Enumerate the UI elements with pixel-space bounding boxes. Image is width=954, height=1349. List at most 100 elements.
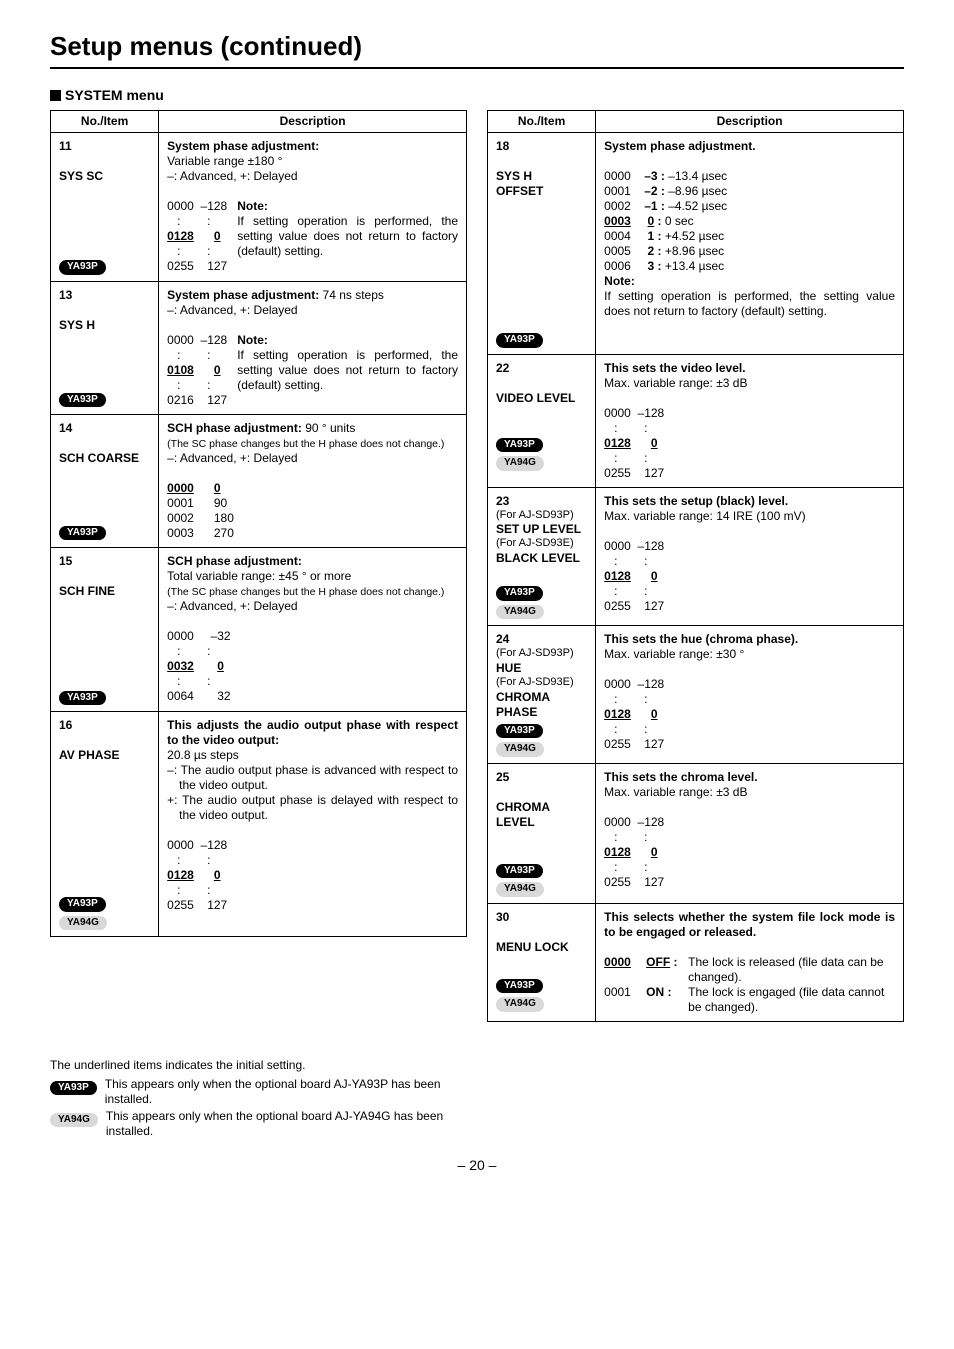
item-number: 14 xyxy=(59,421,150,436)
note-title: Note: xyxy=(237,333,268,347)
desc-bullet: +: The audio output phase is delayed wit… xyxy=(167,793,458,823)
value-table: 0000 –128 : : 0128 0 : : 0255 127 xyxy=(604,539,664,614)
table-row: 15 SCH FINE YA93P SCH phase adjustment: … xyxy=(51,547,467,712)
value-table: 0000 –32 : : 0032 0 : : 0064 32 xyxy=(167,629,230,704)
item-name: SYS SC xyxy=(59,169,150,184)
desc-title: SCH phase adjustment: xyxy=(167,421,302,435)
ya93p-badge: YA93P xyxy=(59,526,106,541)
item-number: 16 xyxy=(59,718,150,733)
desc-text: 74 ns steps xyxy=(319,288,384,302)
ya93p-badge: YA93P xyxy=(59,897,106,912)
ya93p-badge: YA93P xyxy=(496,979,543,994)
ya94g-badge: YA94G xyxy=(59,916,107,931)
section-header-text: SYSTEM menu xyxy=(65,87,164,103)
footer: The underlined items indicates the initi… xyxy=(50,1058,904,1139)
item-name: CHROMA xyxy=(496,690,587,705)
table-row: 16 AV PHASE YA93P YA94G This adjusts the… xyxy=(51,712,467,937)
item-number: 23 xyxy=(496,494,587,509)
desc-text: –: Advanced, +: Delayed xyxy=(167,599,297,613)
note-body: If setting operation is performed, the s… xyxy=(237,214,458,258)
item-name: VIDEO LEVEL xyxy=(496,391,587,406)
item-name: SYS H xyxy=(496,169,587,184)
ya94g-badge: YA94G xyxy=(496,605,544,620)
item-name: HUE xyxy=(496,661,587,676)
col-header-noitem: No./Item xyxy=(51,111,159,133)
desc-title: System phase adjustment. xyxy=(604,139,755,153)
ya94g-badge: YA94G xyxy=(496,882,544,897)
desc-title: This selects whether the system file loc… xyxy=(604,910,895,939)
table-row: 11 SYS SC YA93P System phase adjustment:… xyxy=(51,133,467,282)
item-sub: (For AJ-SD93E) xyxy=(496,676,587,690)
table-row: 25 CHROMA LEVEL YA93P YA94G This sets th… xyxy=(488,763,904,903)
table-row: 13 SYS H YA93P System phase adjustment: … xyxy=(51,281,467,414)
item-sub: (For AJ-SD93P) xyxy=(496,509,587,523)
desc-small: (The SC phase changes but the H phase do… xyxy=(167,438,444,450)
desc-text: Max. variable range: ±3 dB xyxy=(604,376,747,390)
ya93p-badge: YA93P xyxy=(59,691,106,706)
ya93p-badge: YA93P xyxy=(496,864,543,879)
desc-text: –: Advanced, +: Delayed xyxy=(167,169,297,183)
desc-text: Max. variable range: 14 IRE (100 mV) xyxy=(604,509,805,523)
desc-title: System phase adjustment: xyxy=(167,139,319,153)
item-name: LEVEL xyxy=(496,815,587,830)
right-table: No./Item Description 18 SYS H OFFSET YA9… xyxy=(487,110,904,1022)
ya93p-badge: YA93P xyxy=(496,438,543,453)
item-name: AV PHASE xyxy=(59,748,150,763)
item-name: SCH COARSE xyxy=(59,451,150,466)
item-number: 25 xyxy=(496,770,587,785)
item-name: SYS H xyxy=(59,318,150,333)
title-rule xyxy=(50,67,904,69)
option-text: The lock is released (file data can be c… xyxy=(688,955,895,985)
col-header-noitem: No./Item xyxy=(488,111,596,133)
left-table: No./Item Description 11 SYS SC YA93P Sys… xyxy=(50,110,467,937)
section-header: SYSTEM menu xyxy=(50,87,904,105)
ya93p-badge: YA93P xyxy=(50,1081,97,1096)
col-header-description: Description xyxy=(596,111,904,133)
item-name: MENU LOCK xyxy=(496,940,587,955)
footer-text: This appears only when the optional boar… xyxy=(106,1109,470,1139)
ya93p-badge: YA93P xyxy=(59,393,106,408)
ya94g-badge: YA94G xyxy=(496,742,544,757)
item-name: SCH FINE xyxy=(59,584,150,599)
value-table: 0000 –128 : : 0128 0 : : 0255 127 xyxy=(604,406,664,481)
table-row: 30 MENU LOCK YA93P YA94G This selects wh… xyxy=(488,903,904,1021)
note-body: If setting operation is performed, the s… xyxy=(237,348,458,392)
desc-title: This sets the video level. xyxy=(604,361,745,375)
left-column: No./Item Description 11 SYS SC YA93P Sys… xyxy=(50,110,467,1022)
page-title: Setup menus (continued) xyxy=(50,30,904,63)
ya93p-badge: YA93P xyxy=(496,724,543,739)
value-table: 0000 –128 : : 0128 0 : : 0255 127 xyxy=(604,815,664,890)
item-number: 22 xyxy=(496,361,587,376)
footer-note: The underlined items indicates the initi… xyxy=(50,1058,904,1073)
value-table: 0000 –128 : : 0128 0 : : 0255 127 xyxy=(167,838,227,913)
item-sub: (For AJ-SD93E) xyxy=(496,537,587,551)
table-row: 24 (For AJ-SD93P) HUE (For AJ-SD93E) CHR… xyxy=(488,626,904,764)
item-name: PHASE xyxy=(496,705,587,720)
ya94g-badge: YA94G xyxy=(50,1113,98,1128)
desc-title: SCH phase adjustment: xyxy=(167,554,302,568)
item-name: BLACK LEVEL xyxy=(496,551,587,566)
desc-text: Total variable range: ±45 ° or more xyxy=(167,569,351,583)
right-column: No./Item Description 18 SYS H OFFSET YA9… xyxy=(487,110,904,1022)
table-row: 18 SYS H OFFSET YA93P System phase adjus… xyxy=(488,133,904,355)
ya93p-badge: YA93P xyxy=(496,586,543,601)
desc-text: Variable range ±180 ° xyxy=(167,154,282,168)
two-column-layout: No./Item Description 11 SYS SC YA93P Sys… xyxy=(50,110,904,1022)
note-title: Note: xyxy=(237,199,268,213)
item-name: CHROMA xyxy=(496,800,587,815)
item-number: 15 xyxy=(59,554,150,569)
desc-title: System phase adjustment: xyxy=(167,288,319,302)
desc-text: 20.8 µs steps xyxy=(167,748,239,762)
item-number: 24 xyxy=(496,632,587,647)
item-sub: (For AJ-SD93P) xyxy=(496,647,587,661)
footer-text: This appears only when the optional boar… xyxy=(105,1077,470,1107)
item-number: 11 xyxy=(59,139,150,154)
desc-bullet: –: The audio output phase is advanced wi… xyxy=(167,763,458,793)
value-table: 0000 –128 : : 0128 0 : : 0255 127 xyxy=(604,677,664,752)
desc-text: –: Advanced, +: Delayed xyxy=(167,303,297,317)
desc-title: This sets the hue (chroma phase). xyxy=(604,632,798,646)
desc-text: Max. variable range: ±3 dB xyxy=(604,785,747,799)
ya94g-badge: YA94G xyxy=(496,997,544,1012)
table-row: 14 SCH COARSE YA93P SCH phase adjustment… xyxy=(51,414,467,547)
item-number: 30 xyxy=(496,910,587,925)
